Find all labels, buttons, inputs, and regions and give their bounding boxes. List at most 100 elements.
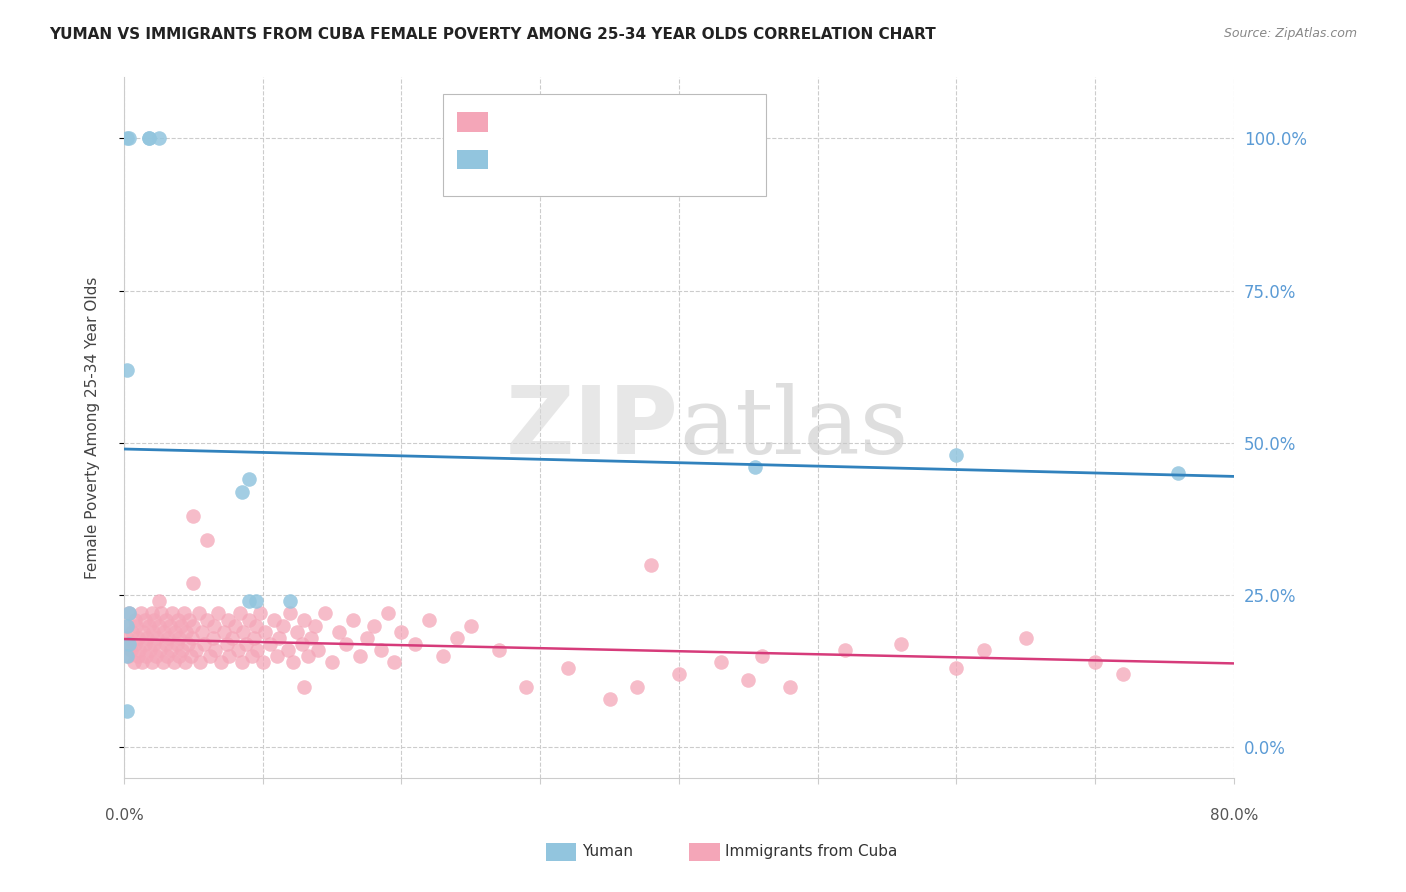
Point [249, 607, 271, 621]
Text: 19: 19 [672, 151, 693, 165]
Point [146, 631, 169, 645]
Point [167, 613, 190, 627]
Point [115, 618, 138, 632]
Point [307, 643, 329, 657]
Point [1167, 467, 1189, 481]
Point [143, 613, 166, 627]
Point [243, 631, 266, 645]
Text: ZIP: ZIP [506, 382, 679, 474]
Point [266, 649, 288, 664]
Point [145, 649, 167, 664]
Point [115, 618, 138, 632]
Point [238, 613, 260, 627]
Point [224, 618, 246, 632]
Point [138, 131, 160, 145]
Text: Immigrants from Cuba: Immigrants from Cuba [725, 845, 898, 859]
Point [187, 607, 209, 621]
Point [181, 618, 204, 632]
Point [779, 680, 801, 694]
Point [599, 691, 621, 706]
Point [363, 618, 385, 632]
Point [226, 643, 249, 657]
Point [160, 643, 183, 657]
Point [342, 613, 364, 627]
Point [170, 618, 193, 632]
Point [195, 613, 218, 627]
Point [1015, 631, 1038, 645]
Point [945, 661, 967, 675]
Point [335, 637, 357, 651]
Point [252, 655, 274, 669]
Point [115, 363, 138, 377]
Point [238, 594, 260, 608]
Point [148, 131, 170, 145]
Point [115, 631, 138, 645]
Point [231, 655, 253, 669]
Text: -0.169: -0.169 [548, 113, 603, 128]
Point [125, 618, 148, 632]
Point [235, 637, 257, 651]
Point [283, 655, 305, 669]
Point [153, 624, 176, 639]
Point [834, 643, 856, 657]
Text: Yuman: Yuman [582, 845, 633, 859]
Y-axis label: Female Poverty Among 25-34 Year Olds: Female Poverty Among 25-34 Year Olds [86, 277, 100, 579]
Point [328, 624, 350, 639]
Point [215, 637, 238, 651]
Point [744, 460, 766, 475]
Point [245, 618, 267, 632]
Point [1084, 655, 1107, 669]
Point [148, 618, 170, 632]
Point [127, 649, 149, 664]
Point [259, 637, 281, 651]
Point [184, 643, 207, 657]
Text: R =: R = [499, 113, 533, 128]
Point [384, 655, 406, 669]
Point [115, 131, 138, 145]
Point [179, 649, 201, 664]
Point [159, 618, 181, 632]
Point [134, 613, 156, 627]
Point [138, 618, 160, 632]
Point [198, 649, 221, 664]
Point [297, 649, 319, 664]
Point [188, 655, 211, 669]
Point [432, 649, 454, 664]
Text: 123: 123 [672, 113, 704, 128]
Point [169, 631, 191, 645]
Point [218, 649, 240, 664]
Point [141, 655, 163, 669]
Point [232, 624, 254, 639]
Point [626, 680, 648, 694]
Point [209, 655, 232, 669]
Point [263, 613, 285, 627]
Point [169, 649, 191, 664]
Point [156, 649, 179, 664]
Point [181, 508, 204, 523]
Text: R =: R = [499, 151, 533, 165]
Point [945, 448, 967, 462]
Point [751, 649, 773, 664]
Point [177, 637, 200, 651]
Point [488, 643, 510, 657]
Point [418, 613, 440, 627]
Point [238, 473, 260, 487]
Point [377, 607, 399, 621]
Point [737, 673, 759, 688]
Point [176, 624, 198, 639]
Point [173, 607, 195, 621]
Point [155, 613, 177, 627]
Point [150, 607, 173, 621]
Point [165, 624, 187, 639]
Point [122, 655, 145, 669]
Point [118, 637, 141, 651]
Point [460, 618, 482, 632]
Point [285, 624, 308, 639]
Point [1112, 667, 1135, 681]
Point [131, 655, 153, 669]
Point [142, 624, 165, 639]
Point [148, 594, 170, 608]
Point [890, 637, 912, 651]
Point [314, 607, 336, 621]
Point [155, 637, 177, 651]
